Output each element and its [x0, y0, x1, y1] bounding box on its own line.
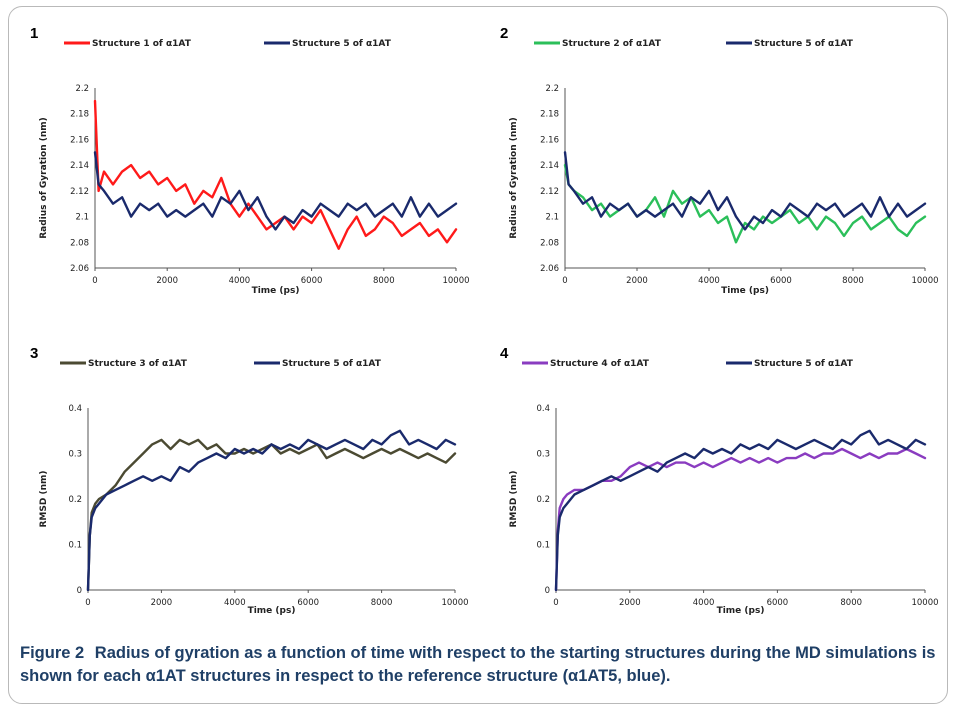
x-axis-label: Time (ps) [721, 286, 769, 296]
x-tick-label: 8000 [371, 598, 393, 608]
y-tick-label: 2.14 [70, 161, 89, 171]
series-line [563, 151, 927, 231]
y-tick-label: 2.08 [540, 238, 559, 248]
x-tick-label: 4000 [698, 276, 720, 286]
x-tick-label: 0 [85, 598, 90, 608]
series-line [93, 151, 458, 231]
x-tick-label: 0 [92, 276, 97, 286]
x-tick-label: 6000 [297, 598, 319, 608]
x-tick-label: 6000 [770, 276, 792, 286]
x-tick-label: 2000 [156, 276, 178, 286]
y-tick-label: 0.2 [536, 495, 550, 505]
series-line [554, 429, 927, 592]
series-line [86, 429, 457, 592]
x-axis-label: Time (ps) [248, 606, 296, 616]
y-tick-label: 0.3 [68, 450, 82, 460]
y-tick-label: 0.2 [68, 495, 82, 505]
y-tick-label: 2.1 [545, 213, 559, 223]
panel-number: 4 [500, 345, 509, 362]
x-tick-label: 4000 [224, 598, 246, 608]
legend-label: Structure 5 of α1AT [754, 359, 854, 369]
y-axis-label: RMSD (nm) [39, 471, 49, 528]
y-tick-label: 0 [545, 586, 550, 596]
panel-number: 3 [30, 345, 38, 362]
legend-label: Structure 5 of α1AT [292, 39, 392, 49]
legend-label: Structure 1 of α1AT [92, 39, 192, 49]
x-tick-label: 10000 [911, 598, 938, 608]
y-tick-label: 2.1 [75, 213, 89, 223]
y-tick-label: 2.06 [70, 264, 89, 274]
x-tick-label: 8000 [840, 598, 862, 608]
y-tick-label: 0 [77, 586, 82, 596]
caption-text: Radius of gyration as a function of time… [20, 644, 936, 685]
x-tick-label: 6000 [301, 276, 323, 286]
figure-caption: Figure 2 Radius of gyration as a functio… [20, 642, 940, 688]
series-line [554, 447, 927, 592]
y-tick-label: 2.2 [545, 84, 559, 94]
x-tick-label: 8000 [842, 276, 864, 286]
legend-label: Structure 2 of α1AT [562, 39, 662, 49]
y-axis-label: Radius of Gyration (nm) [509, 117, 519, 239]
x-tick-label: 2000 [619, 598, 641, 608]
x-tick-label: 0 [553, 598, 558, 608]
y-tick-label: 2.16 [540, 135, 559, 145]
y-tick-label: 0.1 [536, 541, 550, 551]
x-tick-label: 2000 [151, 598, 173, 608]
x-tick-label: 10000 [911, 276, 938, 286]
figure-charts: 1 Structure 1 of α1AT Structure 5 of α1AT 2… [30, 25, 939, 616]
y-tick-label: 0.4 [536, 404, 550, 414]
y-tick-label: 0.1 [68, 541, 82, 551]
x-tick-label: 2000 [626, 276, 648, 286]
x-axis-label: Time (ps) [717, 606, 765, 616]
y-tick-label: 0.3 [536, 450, 550, 460]
series-line [563, 163, 927, 244]
x-tick-label: 4000 [229, 276, 251, 286]
y-tick-label: 2.14 [540, 161, 559, 171]
y-tick-label: 2.12 [540, 187, 559, 197]
x-tick-label: 10000 [442, 276, 469, 286]
y-tick-label: 2.08 [70, 238, 89, 248]
y-tick-label: 0.4 [68, 404, 82, 414]
y-tick-label: 2.18 [540, 110, 559, 120]
legend-label: Structure 5 of α1AT [754, 39, 854, 49]
legend-label: Structure 5 of α1AT [282, 359, 382, 369]
legend-label: Structure 3 of α1AT [88, 359, 188, 369]
x-tick-label: 6000 [767, 598, 789, 608]
legend-label: Structure 4 of α1AT [550, 359, 650, 369]
panel-number: 2 [500, 25, 508, 42]
x-tick-label: 10000 [441, 598, 468, 608]
y-tick-label: 2.06 [540, 264, 559, 274]
x-tick-label: 0 [562, 276, 567, 286]
x-tick-label: 8000 [373, 276, 395, 286]
panel-number: 1 [30, 25, 38, 42]
series-line [86, 438, 457, 592]
y-tick-label: 2.12 [70, 187, 89, 197]
y-tick-label: 2.16 [70, 135, 89, 145]
y-axis-label: Radius of Gyration (nm) [39, 117, 49, 239]
y-tick-label: 2.2 [75, 84, 89, 94]
y-tick-label: 2.18 [70, 110, 89, 120]
figure-frame [8, 6, 948, 704]
caption-label: Figure 2 [20, 644, 85, 662]
x-tick-label: 4000 [693, 598, 715, 608]
x-axis-label: Time (ps) [252, 286, 300, 296]
y-axis-label: RMSD (nm) [509, 471, 519, 528]
series-line [93, 99, 458, 250]
